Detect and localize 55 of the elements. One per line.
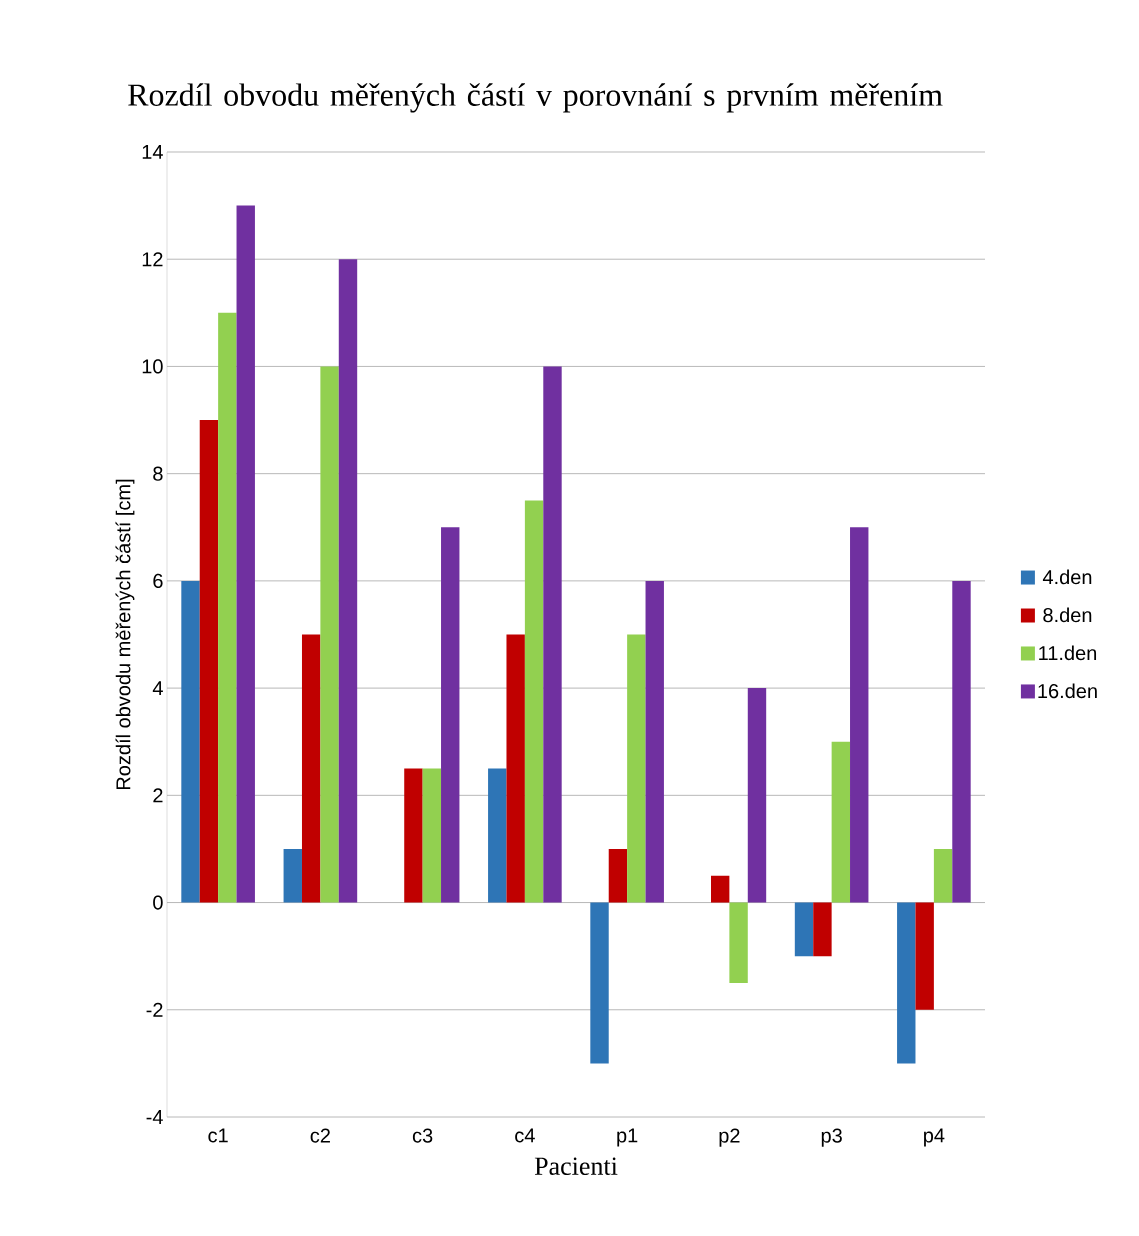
bar: [524, 500, 544, 903]
bar: [301, 634, 321, 903]
bar: [441, 527, 460, 903]
y-tick-label: 10: [142, 359, 163, 374]
x-tick-label: c3: [412, 1128, 433, 1143]
legend-label: 16.den: [1038, 683, 1097, 699]
legend-label: 8.den: [1043, 607, 1092, 623]
bar: [813, 902, 832, 957]
x-tick-label: p3: [821, 1128, 842, 1147]
bar: [590, 902, 609, 1064]
y-tick-label: 8: [153, 466, 163, 481]
y-tick-label: 6: [153, 573, 163, 588]
bar: [488, 768, 507, 903]
bar: [794, 902, 814, 957]
y-tick-label: 12: [142, 252, 163, 267]
y-axis-title: Rozdíl obvodu měřených částí [cm]: [115, 479, 135, 790]
bar: [608, 848, 628, 903]
x-tick-label: c4: [515, 1128, 535, 1143]
legend-label: 4.den: [1042, 569, 1092, 585]
y-tick-label: 4: [152, 681, 163, 695]
y-tick-label: 0: [153, 895, 163, 910]
bar: [729, 902, 748, 983]
x-tick-label: p1: [617, 1128, 638, 1147]
y-tick-label: 14: [142, 145, 163, 159]
bar: [181, 580, 200, 903]
bar: [710, 875, 730, 903]
bar: [422, 768, 442, 903]
bar: [236, 205, 255, 903]
bar: [897, 902, 916, 1064]
y-tick-label: -2: [146, 1002, 163, 1017]
chart-title: Rozdíl obvodu měřených částí v porovnání s prvním měřením: [128, 83, 943, 113]
bar: [831, 741, 851, 903]
legend-label: 11.den: [1039, 645, 1097, 661]
bar: [915, 902, 934, 1010]
bar: [199, 420, 219, 903]
bar: [747, 688, 767, 903]
y-tick-label: -4: [146, 1110, 163, 1124]
x-tick-label: p4: [924, 1128, 945, 1147]
bar: [933, 848, 953, 903]
bar: [627, 634, 646, 903]
y-tick-label: 2: [153, 788, 163, 803]
x-tick-label: p2: [719, 1128, 740, 1147]
bar: [218, 312, 237, 903]
bar: [338, 259, 358, 903]
bar: [850, 527, 869, 903]
bar: [645, 580, 664, 903]
bar: [952, 580, 971, 903]
bar: [320, 366, 339, 903]
x-tick-label: c2: [310, 1128, 330, 1143]
bar: [404, 768, 423, 903]
bar: [283, 848, 302, 903]
x-axis-title: Pacienti: [534, 1157, 618, 1175]
bar: [543, 366, 562, 903]
x-tick-label: c1: [208, 1128, 228, 1143]
bar: [506, 634, 525, 903]
